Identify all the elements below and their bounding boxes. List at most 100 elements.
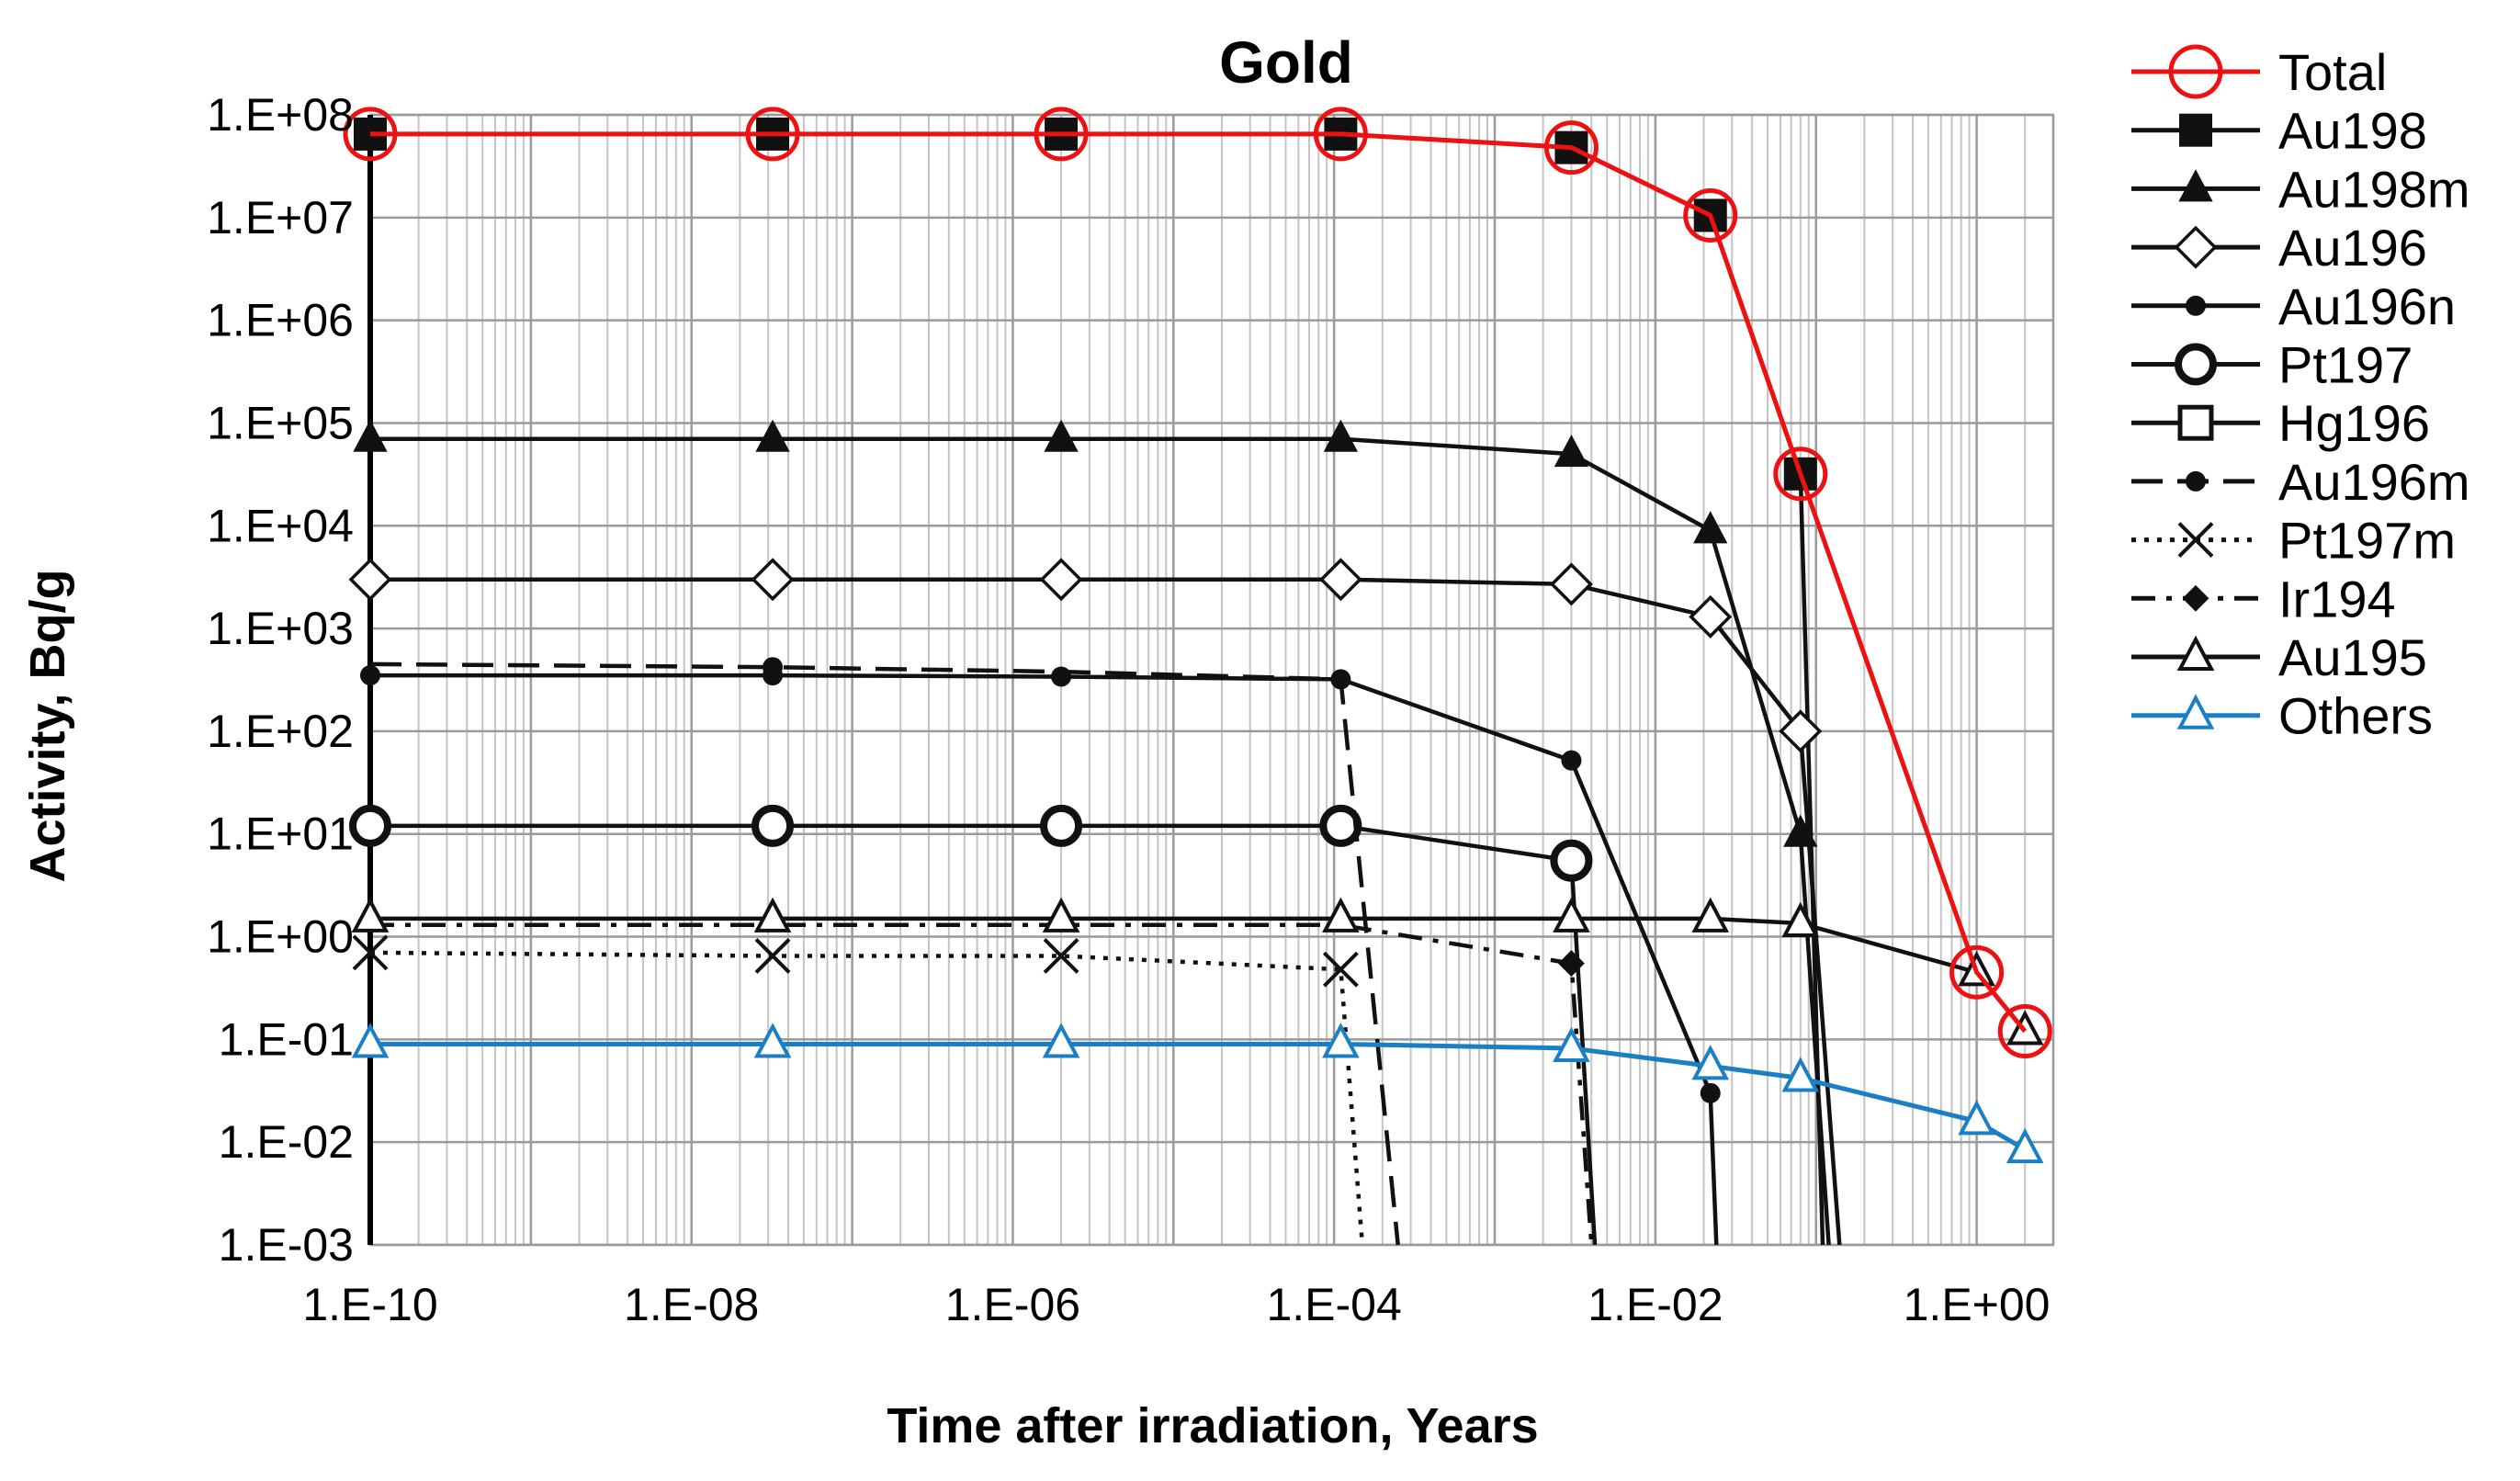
y-axis-title: Activity, Bq/g [20, 569, 75, 882]
series-marker [348, 558, 392, 602]
series-marker [1949, 944, 2005, 1000]
series-marker [1689, 594, 1733, 639]
legend-item-pt197m: Pt197m [2131, 512, 2456, 570]
series-marker [360, 665, 380, 686]
marker-stroke [352, 934, 389, 971]
series-ir194 [370, 922, 1594, 1246]
series-line [370, 436, 1831, 1246]
legend-label: Au196m [2278, 453, 2470, 511]
series-marker [1322, 897, 1360, 933]
y-tick-label: 1.E+05 [207, 397, 354, 448]
x-tick-label: 1.E-06 [945, 1279, 1080, 1330]
series-marker [1051, 666, 1072, 687]
series-marker [2186, 295, 2206, 316]
series-marker [1700, 1082, 1721, 1103]
legend-label: Au198 [2278, 102, 2427, 160]
series-marker [1554, 434, 1589, 468]
series-marker [751, 558, 795, 602]
series-marker [1543, 120, 1599, 175]
tick-labels: 1.E-10 1.E-08 1.E-06 1.E-04 1.E-02 1.E+00 1.E+… [207, 89, 2050, 1330]
legend-label: Total [2278, 43, 2387, 101]
x-tick-label: 1.E-10 [302, 1279, 437, 1330]
legend-item-ir194: Ir194 [2131, 570, 2396, 627]
series-marker [754, 938, 791, 974]
series-line [370, 131, 2028, 1034]
y-tick-label: 1.E-01 [219, 1013, 354, 1065]
y-tick-label: 1.E-03 [219, 1219, 354, 1271]
series-marker [753, 897, 792, 933]
series-marker [352, 934, 389, 971]
series-pt197m [352, 934, 1365, 1246]
y-tick-label: 1.E+01 [207, 808, 354, 860]
series-au195 [351, 897, 2044, 1046]
series-line [370, 673, 1719, 1246]
legend-label: Hg196 [2278, 394, 2430, 452]
legend-item-hg196: Hg196 [2131, 394, 2430, 452]
series-marker [1042, 1023, 1080, 1058]
series-marker [1043, 938, 1079, 974]
series-marker [1997, 1004, 2052, 1059]
y-tick-label: 1.E+00 [207, 911, 354, 963]
series-marker [1781, 901, 1820, 937]
series-marker [2179, 113, 2212, 147]
series-marker [353, 419, 388, 452]
marker-stroke [2177, 522, 2214, 559]
series-marker [1318, 558, 1362, 602]
series-marker [1561, 750, 1582, 771]
legend-label: Au196n [2278, 277, 2456, 335]
series-marker [2186, 470, 2206, 492]
series-marker [2177, 522, 2214, 559]
legend-item-au196n: Au196n [2131, 277, 2456, 335]
series-marker [745, 107, 800, 162]
series-au196 [348, 558, 1842, 1246]
chart-title: Gold [1219, 29, 1353, 96]
y-tick-label: 1.E+02 [207, 706, 354, 757]
series-layer [343, 107, 2052, 1246]
x-tick-label: 1.E-04 [1266, 1279, 1401, 1330]
series-marker [753, 1023, 792, 1058]
legend-item-pt197: Pt197 [2131, 336, 2413, 394]
series-total [343, 107, 2052, 1059]
series-marker [755, 419, 790, 452]
legend: TotalAu198Au198mAu196Au196nPt197Hg196Au1… [2131, 43, 2470, 745]
series-marker [349, 804, 391, 847]
x-tick-label: 1.E+00 [1904, 1279, 2051, 1330]
series-pt197 [349, 804, 1598, 1246]
series-line [370, 916, 2027, 1033]
series-line [370, 577, 1842, 1246]
legend-item-au198m: Au198m [2131, 160, 2470, 218]
series-marker [1554, 130, 1588, 164]
series-marker [2178, 169, 2213, 202]
legend-label: Au196 [2278, 219, 2427, 277]
y-tick-label: 1.E+08 [207, 89, 354, 141]
series-marker [2174, 225, 2218, 269]
series-marker [1323, 419, 1359, 452]
legend-item-au196m: Au196m [2131, 453, 2470, 511]
series-line [370, 131, 1825, 1246]
series-marker [1553, 897, 1590, 933]
series-marker [1322, 1023, 1360, 1058]
series-marker [1322, 951, 1359, 988]
legend-item-au195: Au195 [2131, 628, 2427, 686]
series-marker [1313, 107, 1368, 162]
series-marker [2177, 404, 2214, 441]
series-marker [2168, 44, 2223, 99]
series-marker [1549, 562, 1593, 606]
series-marker [763, 657, 784, 678]
legend-label: Au198m [2278, 160, 2470, 218]
legend-item-total: Total [2131, 43, 2387, 101]
grid [368, 113, 2055, 1247]
series-marker [2175, 343, 2217, 386]
series-marker [1683, 187, 1738, 243]
series-marker [1958, 1100, 1995, 1136]
series-marker [2176, 694, 2215, 729]
series-others [351, 1023, 2044, 1164]
y-tick-label: 1.E-02 [219, 1116, 354, 1168]
series-marker [2176, 635, 2215, 671]
y-tick-label: 1.E+06 [207, 295, 354, 346]
series-marker [343, 107, 398, 162]
series-marker [1042, 897, 1080, 933]
legend-item-au198: Au198 [2131, 102, 2427, 160]
